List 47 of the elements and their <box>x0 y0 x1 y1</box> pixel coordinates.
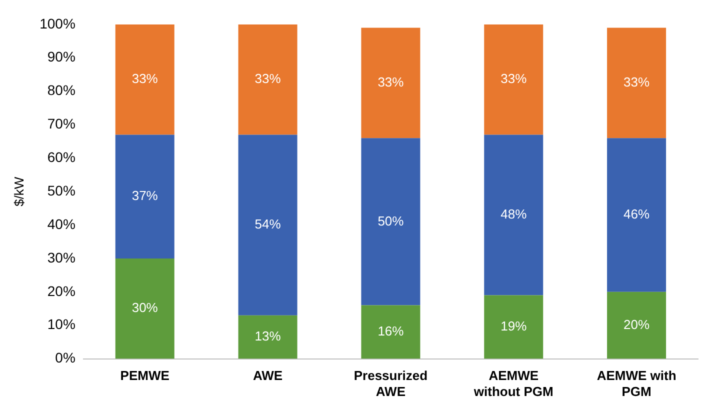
y-tick-label: 0% <box>55 350 76 366</box>
bar <box>115 258 174 359</box>
x-tick-label: Pressurized AWE <box>354 368 428 399</box>
y-tick-label: 90% <box>47 48 76 65</box>
x-tick-label: AWE <box>252 368 283 384</box>
data-label: 37% <box>132 188 158 204</box>
bar <box>115 134 174 258</box>
bar <box>607 138 666 292</box>
data-label: 54% <box>254 216 282 232</box>
y-tick-label: 100% <box>40 15 76 32</box>
bar <box>484 134 544 296</box>
y-tick-label: 10% <box>47 316 76 332</box>
data-label: 46% <box>624 206 650 222</box>
bar <box>115 24 174 135</box>
y-tick-label: 50% <box>47 182 76 198</box>
y-tick-label: 80% <box>47 82 76 98</box>
data-label: 13% <box>254 328 282 344</box>
x-tick-label: AEMWE with PGM <box>596 368 676 399</box>
bar <box>238 24 298 135</box>
data-label: 20% <box>624 316 650 332</box>
y-tick-label: 40% <box>47 216 76 232</box>
data-label: 33% <box>132 71 158 86</box>
y-tick-label: 30% <box>47 249 76 266</box>
data-label: 33% <box>254 71 282 86</box>
bar <box>238 134 298 316</box>
data-label: 19% <box>500 318 528 334</box>
bar <box>607 28 666 138</box>
bar <box>361 138 420 306</box>
data-label: 48% <box>500 206 528 222</box>
data-label: 50% <box>378 213 404 228</box>
y-axis-title: $/kW <box>11 176 26 206</box>
data-label: 33% <box>378 74 404 90</box>
y-tick-label: 70% <box>47 116 76 132</box>
data-label: 16% <box>378 324 404 339</box>
bar <box>484 24 544 135</box>
bar <box>484 295 544 359</box>
x-tick-label: PEMWE <box>120 368 170 384</box>
bar <box>361 28 420 138</box>
bar <box>607 292 666 359</box>
y-tick-label: 20% <box>47 282 76 299</box>
y-tick-label: 60% <box>47 149 76 166</box>
bar <box>361 305 420 359</box>
data-label: 33% <box>500 71 528 86</box>
bar <box>238 315 298 359</box>
data-label: 33% <box>624 74 650 90</box>
x-tick-label: AEMWE without PGM <box>472 368 554 399</box>
data-label: 30% <box>132 300 158 316</box>
